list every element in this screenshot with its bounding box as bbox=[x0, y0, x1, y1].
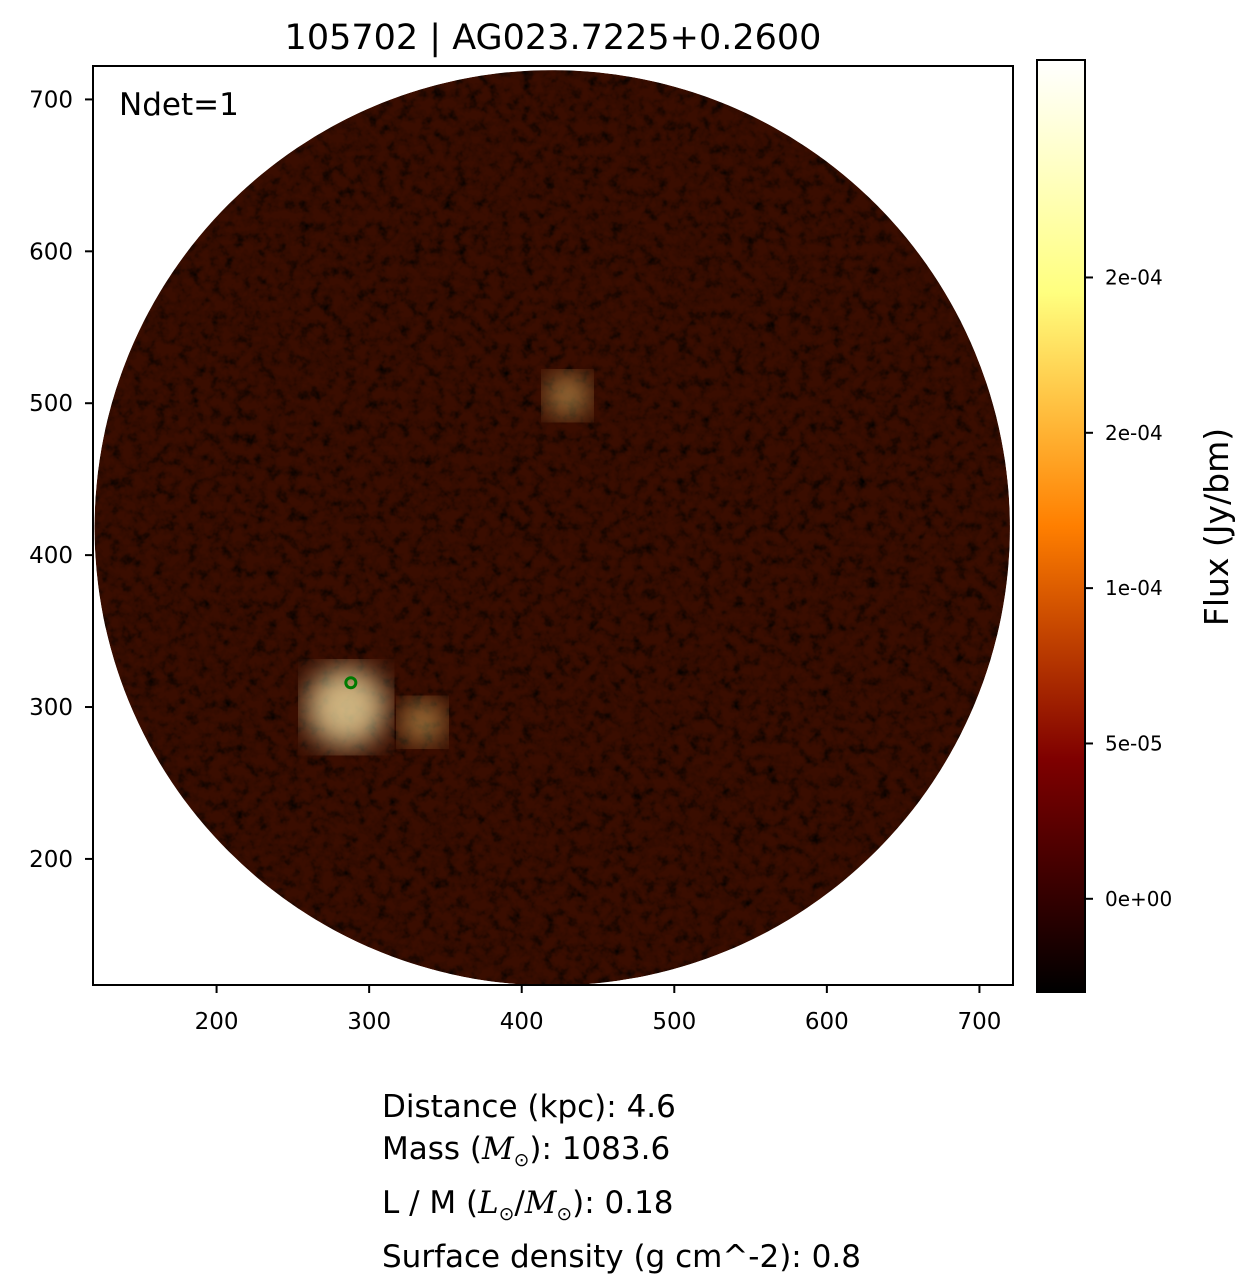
y-tick-label: 500 bbox=[29, 391, 73, 417]
y-axis: 200 300 400 500 600 700 bbox=[29, 87, 93, 873]
bright-region bbox=[545, 373, 590, 418]
mass-prefix: Mass ( bbox=[382, 1131, 482, 1167]
ndet-annotation: Ndet=1 bbox=[119, 87, 239, 123]
colorbar: 0e+00 5e-05 1e-04 2e-04 2e-04 Flux (Jy/bm) bbox=[1036, 59, 1236, 993]
distance-text: Distance (kpc): 4.6 bbox=[382, 1089, 676, 1125]
colorbar-tick-label: 2e-04 bbox=[1105, 265, 1163, 289]
mass-symbol: M bbox=[482, 1131, 514, 1167]
bright-regions bbox=[306, 373, 590, 748]
y-tick-label: 400 bbox=[29, 543, 73, 569]
y-tick-label: 200 bbox=[29, 847, 73, 873]
colorbar-tick-label: 5e-05 bbox=[1105, 731, 1163, 755]
x-tick-label: 200 bbox=[195, 1009, 239, 1035]
emission-field bbox=[94, 70, 1010, 986]
colorbar-gradient bbox=[1036, 59, 1086, 993]
colorbar-tick-label: 2e-04 bbox=[1105, 421, 1163, 445]
x-tick-label: 300 bbox=[347, 1009, 391, 1035]
lm-separator: / bbox=[514, 1185, 525, 1222]
y-tick-label: 600 bbox=[29, 239, 73, 265]
image-area bbox=[92, 65, 1014, 986]
mass-value: ): 1083.6 bbox=[529, 1131, 671, 1167]
bright-region bbox=[306, 667, 387, 748]
lm-m-symbol: M bbox=[524, 1185, 557, 1222]
lm-text: L / M (L⊙/M⊙): 0.18 bbox=[382, 1182, 861, 1236]
field-texture-bright bbox=[94, 70, 1010, 985]
lm-l-symbol: L bbox=[478, 1185, 499, 1222]
surface-density-text: Surface density (g cm^-2): 0.8 bbox=[382, 1239, 861, 1276]
lm-value: ): 0.18 bbox=[572, 1185, 674, 1222]
y-tick-label: 700 bbox=[29, 87, 73, 113]
sun-symbol: ⊙ bbox=[513, 1150, 530, 1172]
source-properties: Distance (kpc): 4.6 Mass (M⊙): 1083.6 L … bbox=[382, 1086, 861, 1278]
colorbar-ticks: 0e+00 5e-05 1e-04 2e-04 2e-04 bbox=[1085, 265, 1172, 911]
sun-symbol: ⊙ bbox=[556, 1204, 573, 1226]
x-tick-label: 400 bbox=[500, 1009, 544, 1035]
x-tick-label: 700 bbox=[957, 1009, 1001, 1035]
colorbar-tick-label: 0e+00 bbox=[1105, 887, 1172, 911]
x-tick-label: 500 bbox=[652, 1009, 696, 1035]
y-tick-label: 300 bbox=[29, 695, 73, 721]
detection-marker bbox=[344, 676, 358, 690]
colorbar-tick-label: 1e-04 bbox=[1105, 576, 1163, 600]
bright-region bbox=[400, 700, 445, 745]
colorbar-label: Flux (Jy/bm) bbox=[1197, 428, 1236, 626]
sun-symbol: ⊙ bbox=[498, 1204, 515, 1226]
lm-prefix: L / M ( bbox=[382, 1185, 479, 1222]
plot-frame bbox=[92, 65, 1014, 986]
chart-title: 105702 | AG023.7225+0.2600 bbox=[285, 18, 822, 58]
x-tick-label: 600 bbox=[805, 1009, 849, 1035]
mass-text: Mass (M⊙): 1083.6 bbox=[382, 1128, 861, 1182]
x-axis: 200 300 400 500 600 700 bbox=[195, 985, 1001, 1035]
